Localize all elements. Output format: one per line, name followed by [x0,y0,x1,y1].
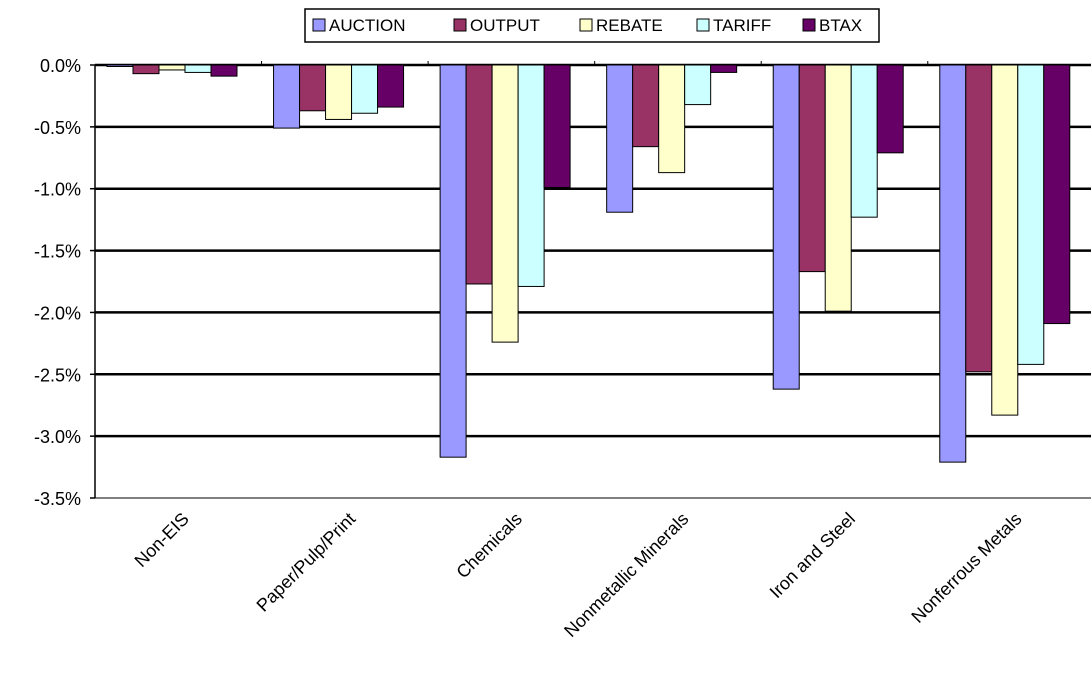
legend-swatch [802,18,816,32]
bar [632,64,660,148]
bar [351,64,379,114]
legend-label: REBATE [596,16,663,35]
bar [158,64,186,71]
bar [273,64,301,129]
x-category-label: Non-EIS [131,509,193,571]
plot-area: 0.0% -0.5% -1.0% -1.5% -2.0% -2.5% -3.0% -3.5% N… [34,56,1091,641]
bar [132,64,160,75]
bar [876,64,904,154]
legend-label: OUTPUT [470,16,540,35]
bar [517,64,545,287]
bar [377,64,405,108]
y-tick-label: -2.5% [34,365,81,385]
x-category-label: Iron and Steel [766,509,859,602]
bar [543,64,571,188]
bar [299,64,327,112]
bar [772,64,800,390]
legend-swatch [579,18,593,32]
bar [1017,64,1045,365]
bar [991,64,1019,416]
bar [798,64,826,273]
y-tick-label: -2.0% [34,303,81,323]
x-category-label: Paper/Pulp/Print [253,509,360,616]
bar [184,64,212,73]
bar [465,64,493,285]
y-tick-label: -0.5% [34,118,81,138]
bar [210,64,238,77]
y-tick-label: -3.5% [34,489,81,509]
bar [684,64,712,106]
bar [965,64,993,373]
legend: AUCTION OUTPUT REBATE TARIFF BTAX [304,8,880,43]
bar [106,64,134,67]
x-category-label: Nonmetallic Minerals [560,509,692,641]
bar [658,64,686,174]
legend-swatch [696,18,710,32]
legend-label: BTAX [819,16,862,35]
legend-swatch [453,18,467,32]
bar [606,64,634,213]
bar [1043,64,1071,325]
y-tick-label: -3.0% [34,427,81,447]
y-tick-label: -1.5% [34,242,81,262]
bar [491,64,519,343]
legend-label: TARIFF [713,16,771,35]
bar [939,64,967,463]
y-tick-label: 0.0% [40,56,81,76]
bar [439,64,467,458]
y-tick-label: -1.0% [34,180,81,200]
bar [850,64,878,218]
x-category-label: Chemicals [452,509,526,583]
legend-label: AUCTION [329,16,406,35]
bar [710,64,738,73]
bar [824,64,852,312]
bar [325,64,353,120]
x-category-label: Nonferrous Metals [907,509,1025,627]
legend-swatch [312,18,326,32]
